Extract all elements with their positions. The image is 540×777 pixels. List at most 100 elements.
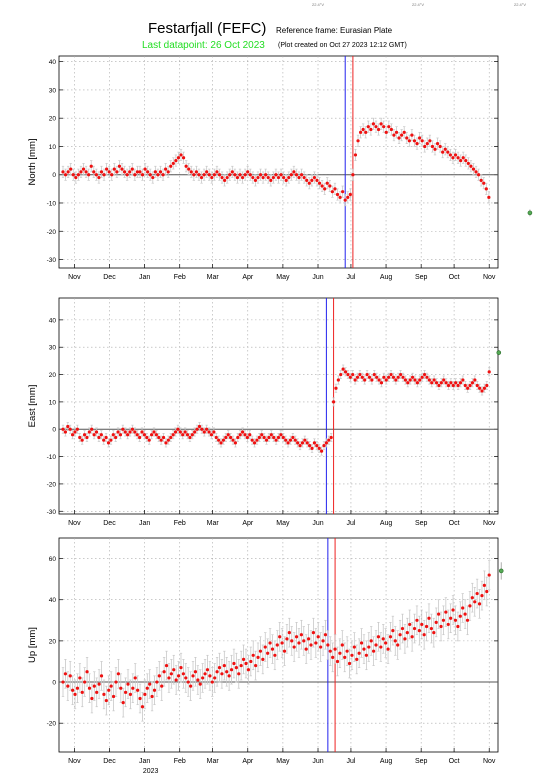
data-point	[114, 680, 118, 684]
chart-header: 22.4°V 22.4°V 22.4°V Festarfjall (FEFC) …	[0, 0, 540, 56]
data-point	[181, 156, 186, 160]
data-point	[133, 676, 137, 680]
data-point	[357, 651, 361, 655]
data-point	[326, 643, 330, 647]
data-point	[453, 153, 458, 157]
data-point	[63, 430, 67, 434]
data-point	[257, 435, 261, 440]
data-point	[115, 170, 119, 174]
data-point	[375, 375, 379, 379]
data-point	[122, 170, 127, 174]
data-point	[262, 435, 266, 440]
data-point	[97, 435, 101, 440]
data-point	[296, 441, 300, 445]
data-point	[374, 643, 378, 647]
data-point	[324, 441, 328, 445]
data-point	[111, 433, 115, 437]
data-point	[85, 670, 89, 674]
data-point	[306, 637, 311, 641]
data-point	[107, 170, 111, 174]
x-tick-label: Jan	[139, 520, 150, 527]
data-point	[466, 386, 470, 390]
chart-panel-1: -30 -20 -10 0 10 20 30 40 Nov Dec Jan Feb Mar Apr May J…	[27, 55, 533, 281]
plot-frame	[58, 55, 499, 269]
data-point	[232, 661, 236, 666]
data-point	[138, 170, 142, 174]
data-point	[266, 651, 270, 655]
data-point	[205, 427, 209, 431]
data-point	[425, 375, 429, 379]
data-point	[271, 175, 275, 180]
data-point	[117, 164, 122, 168]
data-point	[104, 435, 108, 440]
data-point	[449, 381, 453, 385]
data-point	[75, 686, 80, 690]
data-point	[142, 433, 147, 437]
data-point	[439, 381, 443, 385]
data-point	[200, 427, 204, 431]
y-axis-label: North [mm]	[27, 139, 38, 186]
data-point	[473, 378, 477, 382]
data-point	[87, 686, 92, 690]
data-point	[388, 635, 393, 639]
data-point	[68, 427, 72, 431]
data-point	[261, 657, 265, 662]
data-point	[114, 435, 118, 440]
data-point	[444, 381, 448, 385]
data-point	[397, 136, 401, 140]
data-point	[90, 696, 94, 701]
data-point	[364, 130, 368, 134]
data-point	[169, 435, 173, 440]
data-point	[437, 612, 441, 616]
data-point	[73, 430, 77, 434]
data-point	[287, 175, 291, 180]
data-point	[188, 435, 192, 440]
y-tick-label: 0	[52, 680, 56, 687]
data-point	[335, 659, 340, 664]
data-point	[157, 674, 161, 678]
data-point	[352, 645, 356, 649]
data-point	[250, 438, 254, 442]
data-point	[485, 589, 489, 594]
data-point	[201, 676, 205, 680]
data-point	[189, 170, 193, 174]
data-point	[379, 645, 383, 649]
data-point	[148, 682, 152, 686]
data-point	[220, 175, 224, 180]
data-point	[164, 441, 168, 445]
data-point	[199, 175, 204, 180]
data-point	[260, 433, 264, 437]
data-point	[430, 381, 434, 385]
data-point	[328, 184, 332, 188]
data-point	[209, 433, 214, 437]
data-point	[322, 444, 326, 448]
data-point	[475, 383, 479, 388]
data-point	[248, 173, 252, 177]
data-point	[61, 427, 65, 431]
data-point	[328, 649, 332, 653]
data-point	[97, 175, 101, 180]
data-point	[92, 684, 96, 688]
data-point	[161, 435, 166, 440]
data-point	[290, 639, 294, 643]
data-point	[376, 127, 381, 132]
data-point	[425, 142, 429, 146]
data-point	[90, 427, 94, 431]
data-point	[343, 198, 347, 202]
data-point	[399, 372, 403, 377]
data-point	[143, 167, 147, 171]
data-point	[217, 438, 221, 442]
data-point	[351, 173, 355, 177]
data-point	[435, 142, 440, 146]
data-point	[300, 441, 305, 445]
data-point	[229, 668, 234, 672]
data-point	[119, 686, 123, 690]
data-point	[451, 608, 455, 612]
data-point	[394, 378, 398, 382]
data-point	[269, 178, 273, 182]
data-point	[405, 136, 409, 140]
y-tick-label: 40	[49, 317, 57, 324]
data-point	[176, 674, 181, 678]
data-point	[70, 433, 75, 437]
data-point	[78, 435, 82, 440]
